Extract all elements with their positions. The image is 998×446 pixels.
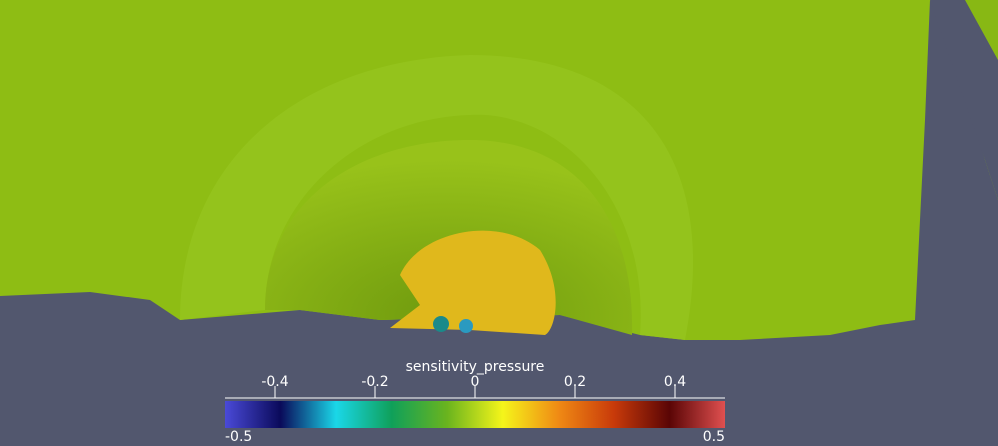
tick-label: -0.2 (361, 374, 388, 390)
tick-label: 0.4 (664, 374, 686, 390)
colorbar: -0.4 -0.2 0 0.2 0.4 -0.5 0.5 (225, 374, 725, 445)
tick-label: 0.2 (564, 374, 586, 390)
tick-label: 0 (471, 374, 480, 390)
hotspot (459, 319, 473, 333)
body-surface (390, 230, 556, 335)
color-ramp (225, 401, 725, 428)
inner-shell (180, 55, 694, 340)
colorbar-title: sensitivity_pressure (406, 359, 545, 375)
range-label: 0.5 (703, 429, 725, 445)
hotspot (433, 316, 449, 332)
gap (930, 0, 998, 200)
range-label: -0.5 (225, 429, 252, 445)
tick-label: -0.4 (261, 374, 288, 390)
